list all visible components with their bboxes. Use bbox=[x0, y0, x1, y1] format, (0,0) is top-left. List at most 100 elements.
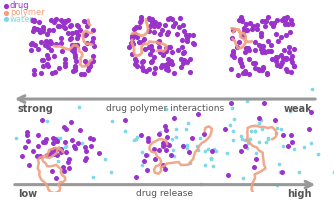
Point bbox=[108, 170, 113, 173]
Point bbox=[60, 165, 66, 168]
Point bbox=[150, 20, 155, 24]
Point bbox=[266, 137, 271, 140]
Point bbox=[91, 55, 96, 58]
Point bbox=[146, 16, 152, 19]
Point bbox=[169, 138, 175, 141]
Point bbox=[62, 20, 67, 24]
Point bbox=[176, 25, 181, 28]
Point bbox=[90, 60, 96, 63]
Point bbox=[26, 139, 31, 142]
Point bbox=[63, 151, 68, 154]
Point bbox=[144, 169, 150, 172]
Point bbox=[53, 151, 58, 154]
Point bbox=[139, 150, 144, 153]
Point bbox=[287, 50, 292, 53]
Point bbox=[24, 131, 30, 134]
Point bbox=[279, 170, 285, 174]
Point bbox=[62, 141, 68, 144]
Point bbox=[91, 37, 96, 40]
Point bbox=[85, 68, 91, 71]
Point bbox=[31, 27, 36, 30]
Point bbox=[289, 71, 294, 74]
Point bbox=[157, 23, 162, 26]
Point bbox=[131, 27, 137, 30]
Point bbox=[160, 64, 165, 67]
Point bbox=[278, 65, 283, 68]
Point bbox=[244, 29, 250, 32]
Point bbox=[84, 20, 89, 23]
Point bbox=[266, 16, 271, 19]
Point bbox=[292, 64, 297, 68]
Point bbox=[164, 47, 169, 50]
Point bbox=[84, 32, 89, 35]
Point bbox=[141, 37, 147, 41]
Point bbox=[147, 46, 153, 49]
Point bbox=[289, 18, 294, 22]
Point bbox=[171, 116, 177, 119]
Point bbox=[31, 68, 36, 71]
Point bbox=[54, 139, 59, 142]
Point bbox=[72, 65, 77, 68]
Point bbox=[306, 127, 312, 130]
Point bbox=[191, 42, 197, 45]
Point bbox=[129, 40, 134, 44]
Point bbox=[44, 54, 50, 57]
Point bbox=[146, 67, 151, 71]
Point bbox=[30, 29, 36, 32]
Point bbox=[281, 48, 287, 51]
Point bbox=[242, 70, 247, 73]
Point bbox=[247, 21, 253, 24]
Point bbox=[148, 61, 154, 64]
Point bbox=[302, 145, 307, 148]
Point bbox=[184, 40, 190, 43]
Point bbox=[67, 24, 72, 27]
Point bbox=[259, 119, 264, 122]
Point bbox=[247, 137, 252, 140]
Point bbox=[180, 144, 186, 147]
Point bbox=[288, 133, 294, 136]
Text: drug polymer interactions: drug polymer interactions bbox=[106, 104, 224, 113]
Point bbox=[160, 53, 165, 56]
Point bbox=[269, 21, 274, 24]
Point bbox=[169, 51, 175, 54]
Point bbox=[138, 20, 143, 23]
Point bbox=[229, 106, 235, 109]
Point bbox=[262, 20, 267, 23]
Point bbox=[282, 23, 287, 26]
Point bbox=[259, 51, 264, 54]
Point bbox=[49, 152, 55, 155]
Point bbox=[179, 46, 185, 49]
Point bbox=[162, 50, 167, 53]
Point bbox=[143, 69, 149, 72]
Point bbox=[280, 56, 286, 59]
Point bbox=[69, 48, 75, 51]
Point bbox=[135, 136, 140, 139]
Point bbox=[136, 40, 142, 43]
Point bbox=[35, 144, 40, 148]
Point bbox=[36, 21, 42, 24]
Point bbox=[133, 137, 139, 140]
Point bbox=[180, 24, 186, 27]
Text: strong: strong bbox=[18, 104, 54, 114]
Point bbox=[245, 141, 251, 144]
Point bbox=[190, 136, 195, 140]
Text: water: water bbox=[10, 15, 34, 24]
Point bbox=[167, 45, 172, 49]
Point bbox=[274, 131, 279, 134]
Point bbox=[141, 60, 146, 63]
Point bbox=[274, 55, 279, 58]
Point bbox=[198, 183, 203, 186]
Point bbox=[122, 119, 128, 122]
Point bbox=[136, 26, 141, 29]
Point bbox=[284, 57, 289, 60]
Point bbox=[184, 146, 190, 149]
Point bbox=[63, 57, 68, 60]
Point bbox=[256, 117, 261, 120]
Point bbox=[133, 59, 139, 62]
Point bbox=[225, 173, 231, 176]
Point bbox=[171, 154, 176, 157]
Point bbox=[252, 129, 258, 132]
Point bbox=[184, 60, 190, 63]
Point bbox=[191, 41, 196, 44]
Point bbox=[3, 4, 9, 7]
